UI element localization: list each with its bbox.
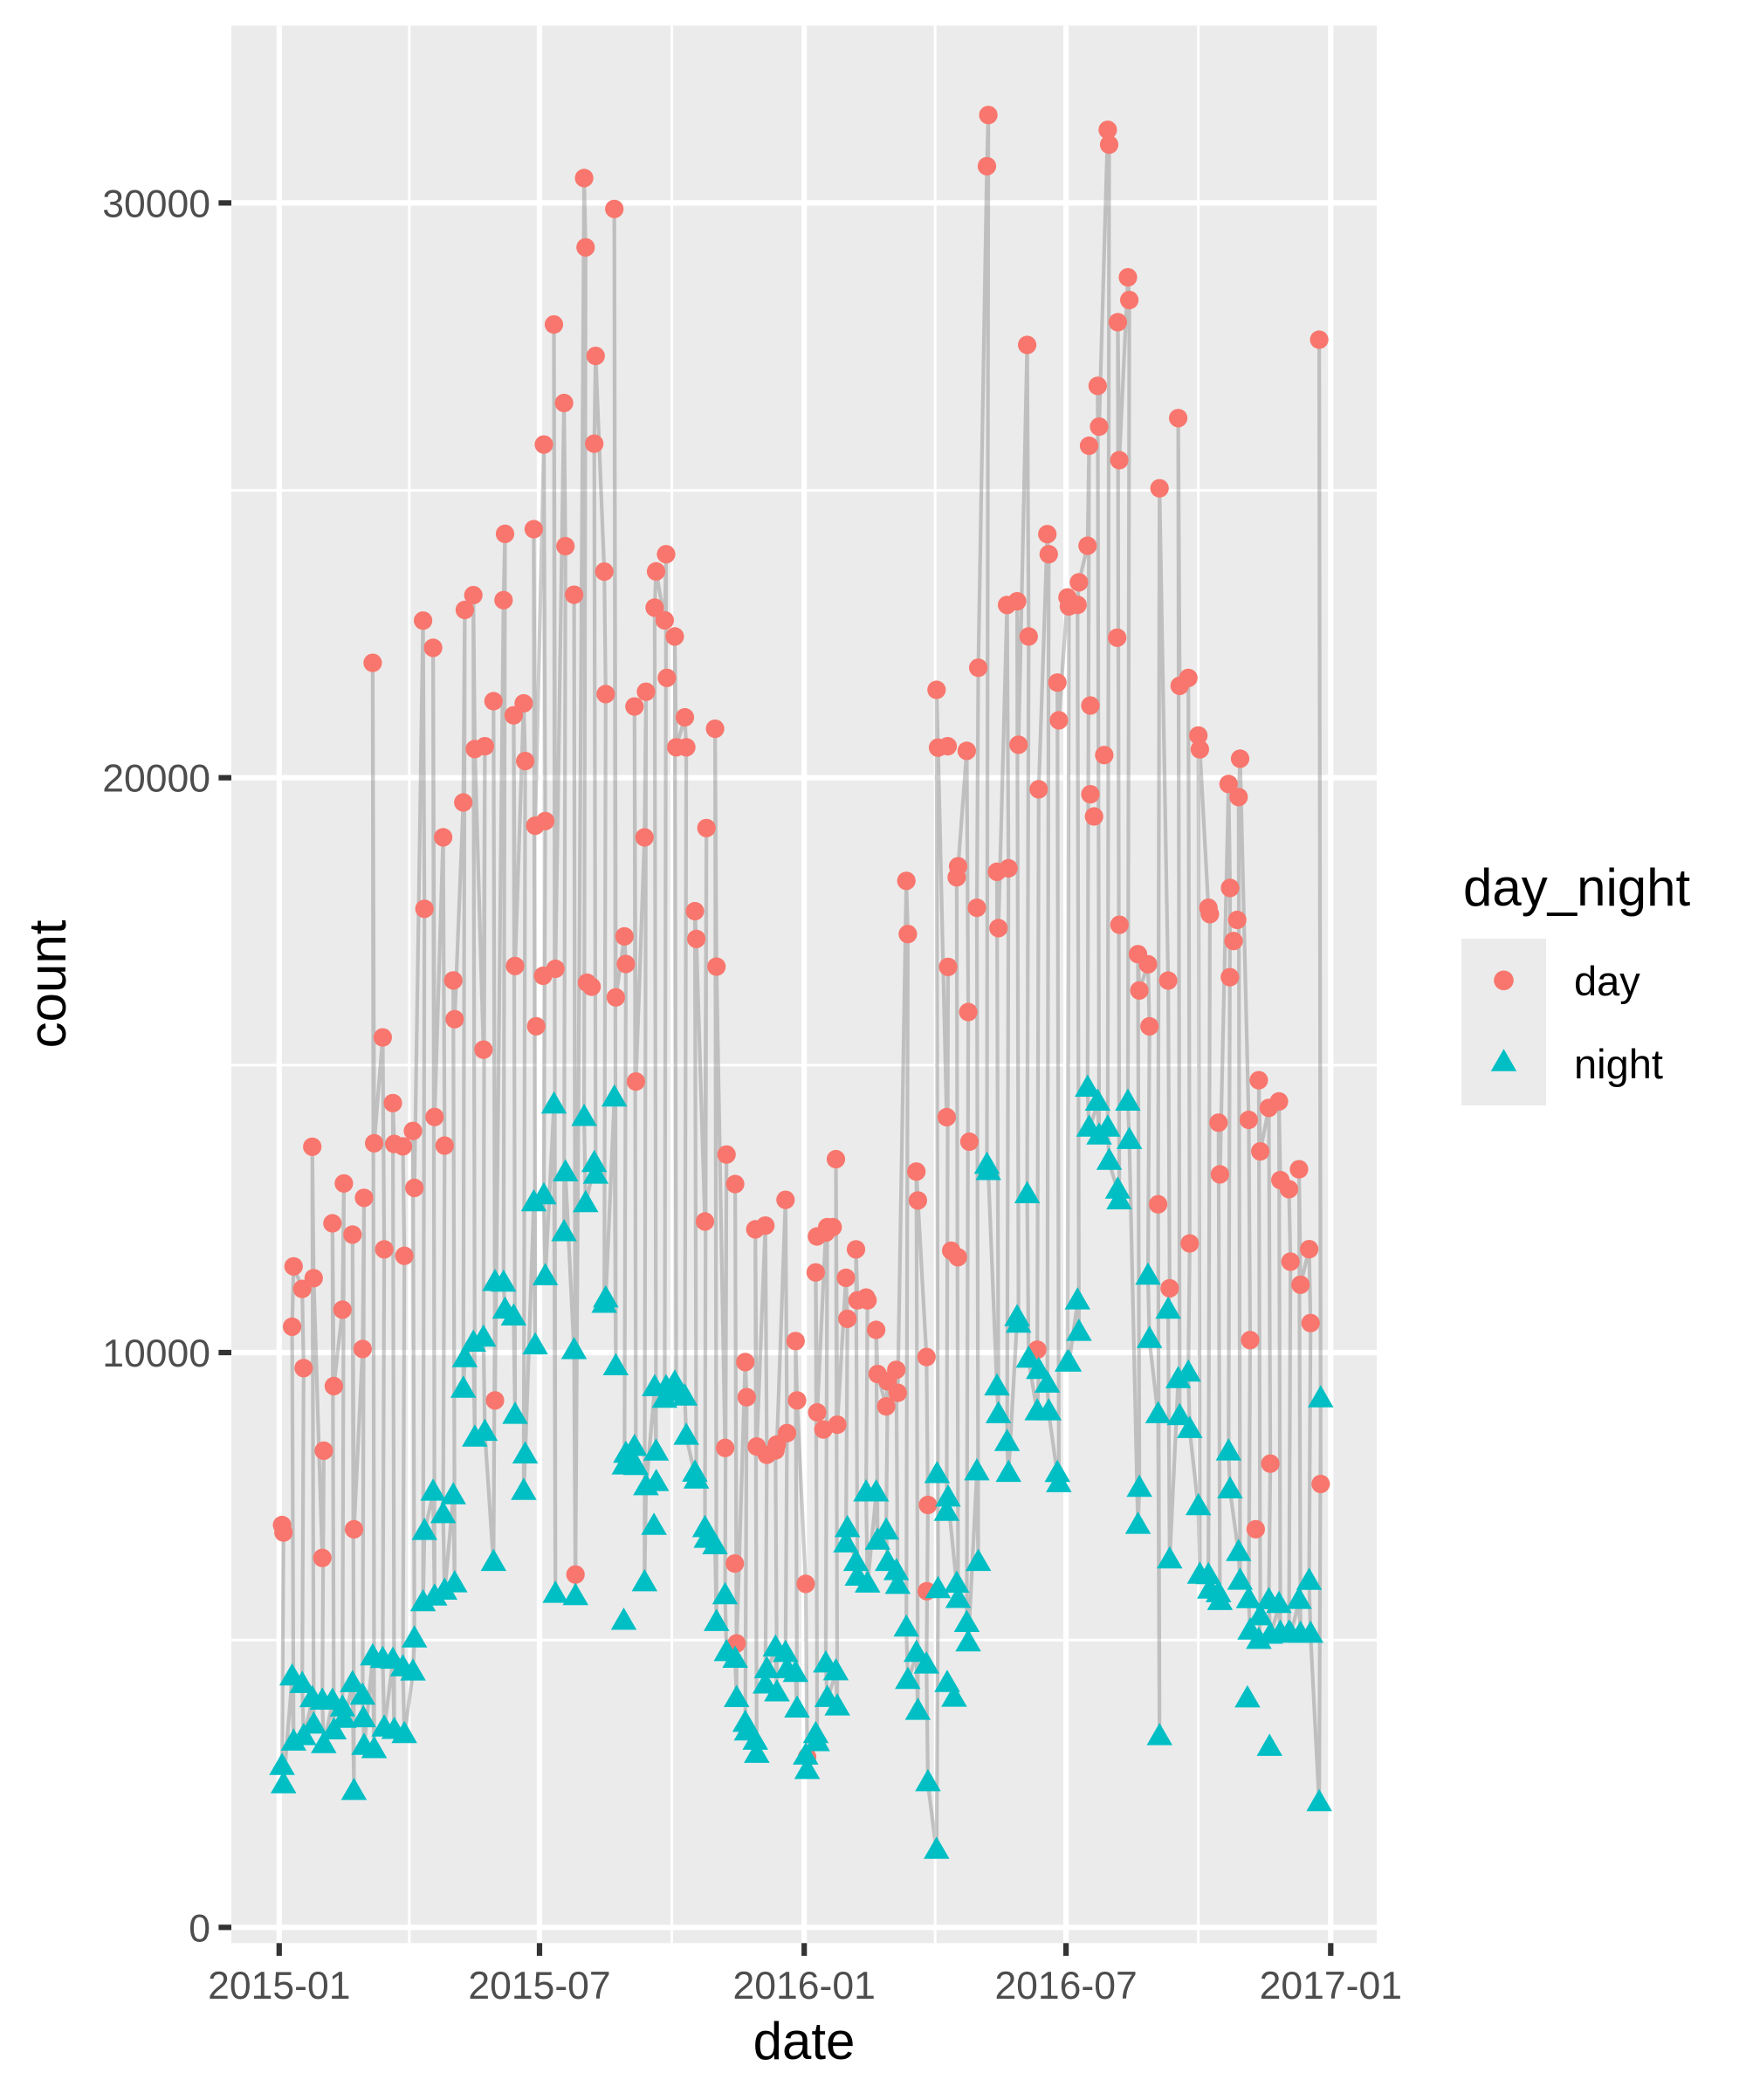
svg-text:2017-01: 2017-01 — [1260, 1965, 1402, 2007]
svg-text:2015-07: 2015-07 — [468, 1965, 610, 2007]
svg-text:night: night — [1574, 1041, 1663, 1087]
svg-text:0: 0 — [189, 1907, 210, 1950]
svg-text:day_night: day_night — [1463, 858, 1691, 917]
svg-text:2016-01: 2016-01 — [733, 1965, 876, 2007]
svg-text:20000: 20000 — [102, 758, 210, 801]
svg-text:count: count — [18, 919, 77, 1048]
svg-text:30000: 30000 — [102, 182, 210, 225]
svg-text:date: date — [753, 2012, 856, 2070]
svg-text:10000: 10000 — [102, 1332, 210, 1375]
svg-text:day: day — [1574, 958, 1640, 1004]
svg-text:2015-01: 2015-01 — [208, 1965, 350, 2007]
svg-text:2016-07: 2016-07 — [994, 1965, 1137, 2007]
